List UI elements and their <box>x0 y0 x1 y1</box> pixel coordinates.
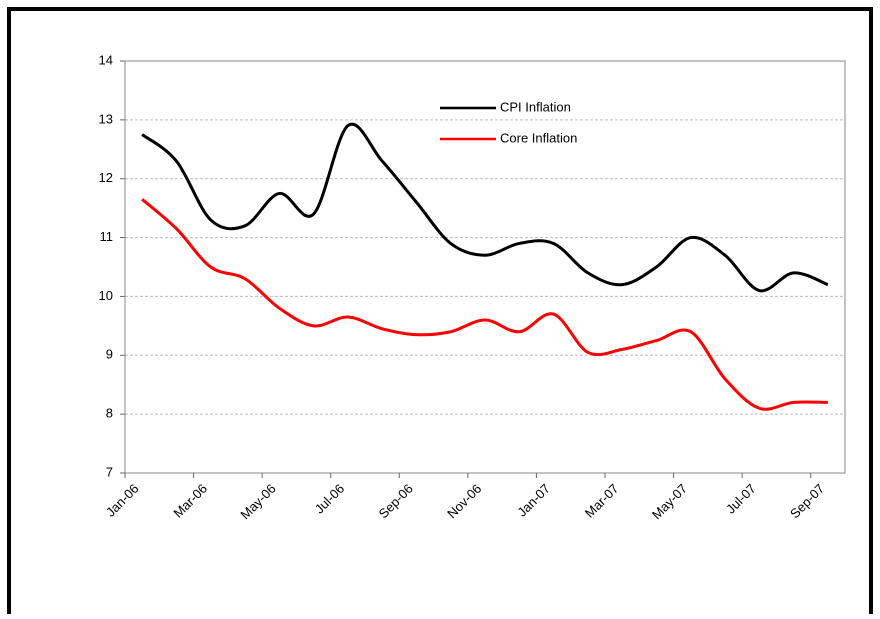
y-tick-label: 7 <box>106 464 113 479</box>
legend-label: Core Inflation <box>500 130 577 145</box>
x-tick-label: May-06 <box>237 481 278 522</box>
x-tick-label: Jan-07 <box>514 481 553 520</box>
plot-area <box>124 60 846 474</box>
x-tick-label: Sep-06 <box>376 481 416 521</box>
y-tick-label: 8 <box>106 406 113 421</box>
y-tick-label: 13 <box>99 111 113 126</box>
frame <box>7 7 873 619</box>
x-tick-label: Jan-06 <box>103 481 142 520</box>
legend-label: CPI Inflation <box>500 99 571 114</box>
y-tick-label: 14 <box>99 52 113 67</box>
y-tick-label: 10 <box>99 288 113 303</box>
x-tick-label: May-07 <box>649 481 690 522</box>
y-tick-label: 9 <box>106 347 113 362</box>
x-tick-label: Jul-06 <box>312 481 348 517</box>
line <box>141 198 828 411</box>
line <box>141 122 829 293</box>
x-tick-label: Sep-07 <box>787 481 827 521</box>
x-tick-label: Mar-06 <box>170 481 210 521</box>
x-tick-label: Nov-06 <box>444 481 484 521</box>
y-tick-label: 12 <box>99 170 113 185</box>
x-tick-label: Jul-07 <box>723 481 759 517</box>
y-tick-label: 11 <box>100 229 114 244</box>
x-tick-label: Mar-07 <box>582 481 622 521</box>
